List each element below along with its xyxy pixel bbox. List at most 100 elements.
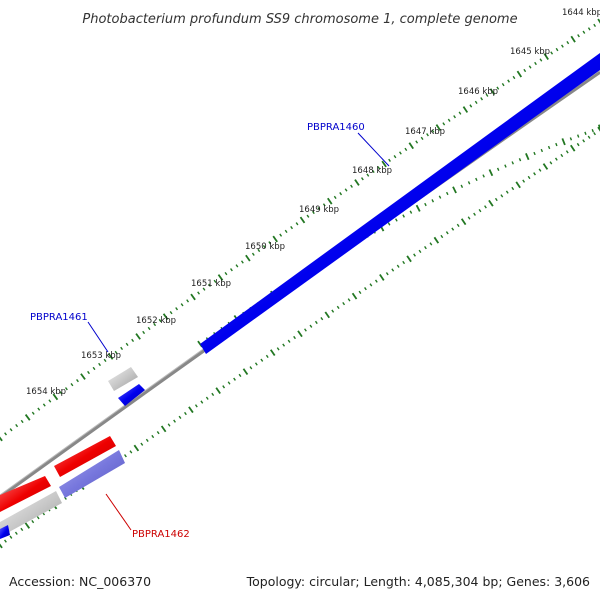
minor-tick [344,188,348,192]
minor-tick [284,229,288,234]
minor-tick [156,431,160,435]
gene-pbpra1462-feature[interactable] [59,450,125,498]
minor-tick [424,202,427,207]
major-tick [543,53,549,60]
major-tick [215,387,221,395]
minor-tick [197,291,201,295]
major-tick [327,197,333,205]
minor-tick [260,358,264,362]
minor-tick [92,366,96,371]
topology-summary-text: Topology: circular; Length: 4,085,304 bp… [246,574,590,589]
minor-tick [364,287,367,291]
minor-tick [282,343,286,347]
minor-tick [76,378,79,383]
blue-feature-lower[interactable] [0,525,10,539]
tick-label: 1650 kbp [245,242,285,252]
gene-label-pbpra1461[interactable]: PBPRA1461 [30,312,88,323]
gene-label-pbpra1462[interactable]: PBPRA1462 [132,529,190,540]
minor-tick [320,317,324,321]
minor-tick [395,218,398,222]
major-tick [135,333,141,340]
major-tick [24,522,31,529]
minor-tick [402,260,406,265]
major-tick [597,18,600,24]
tick-label: 1645 kbp [510,47,550,57]
minor-tick [453,115,456,119]
minor-tick [42,403,46,407]
major-tick [217,274,224,281]
major-tick [80,373,86,380]
major-tick [570,144,576,152]
major-tick [435,124,442,131]
minor-tick [173,419,176,423]
minor-tick [385,272,389,276]
minor-tick [591,128,594,133]
minor-tick [114,350,118,355]
gene-pbpra1460-feature[interactable] [200,53,600,354]
tick-label: 1653 kbp [81,351,121,361]
tick-label: 1646 kbp [458,87,498,97]
minor-tick [469,104,473,108]
minor-tick [518,158,522,162]
minor-tick [456,223,460,228]
minor-tick [478,208,482,213]
minor-tick [120,346,124,351]
red-feature-1[interactable] [54,436,116,477]
minor-tick [587,27,591,31]
minor-tick [20,419,24,424]
minor-tick [4,539,7,543]
minor-tick [550,51,554,55]
minor-tick [184,411,187,416]
minor-tick [238,373,242,378]
minor-tick [511,186,515,191]
minor-tick [103,358,107,363]
gene-pbpra1461-feature[interactable] [118,384,145,406]
minor-tick [445,191,449,196]
leader-line-pbpra1460 [357,132,390,167]
gene-label-pbpra1460[interactable]: PBPRA1460 [307,122,365,133]
minor-tick [350,184,353,188]
minor-tick [9,428,13,432]
minor-tick [576,142,580,147]
red-feature-2[interactable] [0,476,51,512]
minor-tick [37,407,41,411]
major-tick [160,425,167,433]
minor-tick [534,61,537,66]
minor-tick [169,311,173,315]
minor-tick [333,195,337,200]
minor-tick [158,318,162,323]
minor-tick [584,131,587,135]
minor-tick [186,299,190,303]
minor-tick [474,100,478,105]
minor-tick [467,181,471,185]
minor-tick [31,519,35,524]
minor-tick [429,242,433,246]
minor-tick [387,222,391,226]
minor-tick [426,133,429,137]
gene-pbpra1461-grey-feature[interactable] [108,367,138,391]
minor-tick [233,377,236,381]
minor-tick [9,535,13,539]
minor-tick [211,392,215,397]
minor-tick [402,214,405,218]
minor-tick [440,234,444,239]
minor-tick [240,260,244,264]
tick-labels: 1644 kbp 1645 kbp 1646 kbp 1647 kbp 1648 kbp… [26,8,600,397]
minor-tick [554,157,558,161]
major-tick [162,313,169,320]
minor-tick [442,122,446,126]
minor-tick [175,307,179,311]
minor-tick [393,155,397,159]
minor-tick [511,161,514,165]
grey-feature-lower[interactable] [0,491,62,537]
minor-tick [496,86,500,90]
major-tick [190,293,196,301]
minor-tick [371,169,375,174]
minor-tick [527,175,531,180]
minor-tick [131,338,135,343]
minor-tick [566,40,570,45]
minor-tick [124,454,127,458]
major-tick [542,163,549,170]
major-tick [299,216,306,224]
